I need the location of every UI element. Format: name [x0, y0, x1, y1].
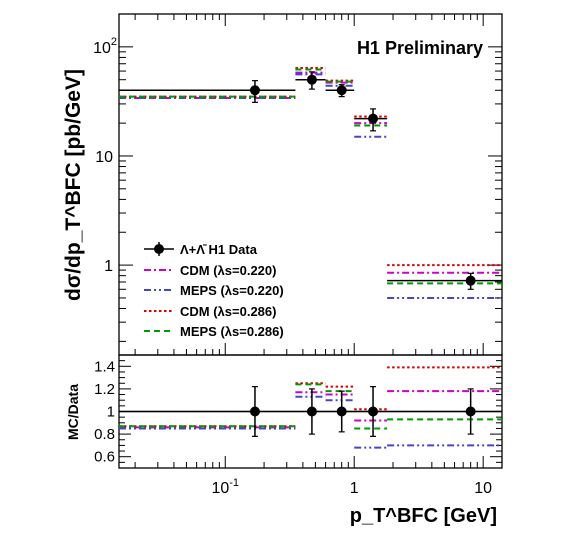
main-y-tick-label: 102 [93, 36, 117, 57]
main-y-axis-label-text: dσ/dp_T^BFC [pb/GeV] [62, 69, 85, 301]
legend-data-marker [154, 244, 164, 254]
data-point [306, 74, 317, 85]
data-point [368, 113, 379, 124]
ratio-y-tick-label: 0.6 [94, 449, 115, 466]
ratio-axes-ticks: 10-1 1 10 0.6 0.8 1 1.2 1.4 [94, 354, 502, 497]
data-point [306, 406, 317, 417]
legend-entry: CDM (λs=0.220) [180, 263, 276, 278]
x-axis-label: p_T^BFC [GeV] [350, 505, 497, 527]
legend-entry: Λ+Λ̄ H1 Data [180, 242, 258, 257]
ratio-y-tick-label: 1 [107, 404, 115, 421]
data-point [465, 406, 476, 417]
ratio-y-tick-label: 1.2 [94, 381, 115, 398]
data-point [249, 85, 260, 96]
legend-entry: MEPS (λs=0.286) [180, 324, 284, 339]
data-point [336, 85, 347, 96]
legend-entry: CDM (λs=0.286) [180, 304, 276, 319]
main-y-tick-label: 10 [95, 149, 113, 166]
legend: Λ+Λ̄ H1 Data CDM (λs=0.220) MEPS (λs=0.220… [144, 242, 284, 339]
data-point [249, 406, 260, 417]
ratio-series-group [119, 366, 502, 449]
ratio-y-tick-label: 1.4 [94, 358, 115, 375]
x-tick-label: 1 [350, 480, 359, 497]
data-point [336, 406, 347, 417]
chart-title: H1 Preliminary [357, 38, 483, 58]
main-y-axis-label: dσ/dp_T^BFC [pb/GeV] [62, 69, 85, 301]
data-point [368, 406, 379, 417]
x-tick-label: 10 [474, 480, 492, 497]
main-axes-ticks: 1 10 102 [93, 13, 502, 355]
x-tick-label: 10-1 [211, 477, 239, 497]
data-point [465, 275, 476, 286]
legend-entry: MEPS (λs=0.220) [180, 283, 284, 298]
ratio-y-axis-label: MC/Data [65, 384, 81, 440]
main-series-group [119, 66, 502, 299]
ratio-y-tick-label: 0.8 [94, 426, 115, 443]
main-y-tick-label: 1 [104, 258, 113, 275]
